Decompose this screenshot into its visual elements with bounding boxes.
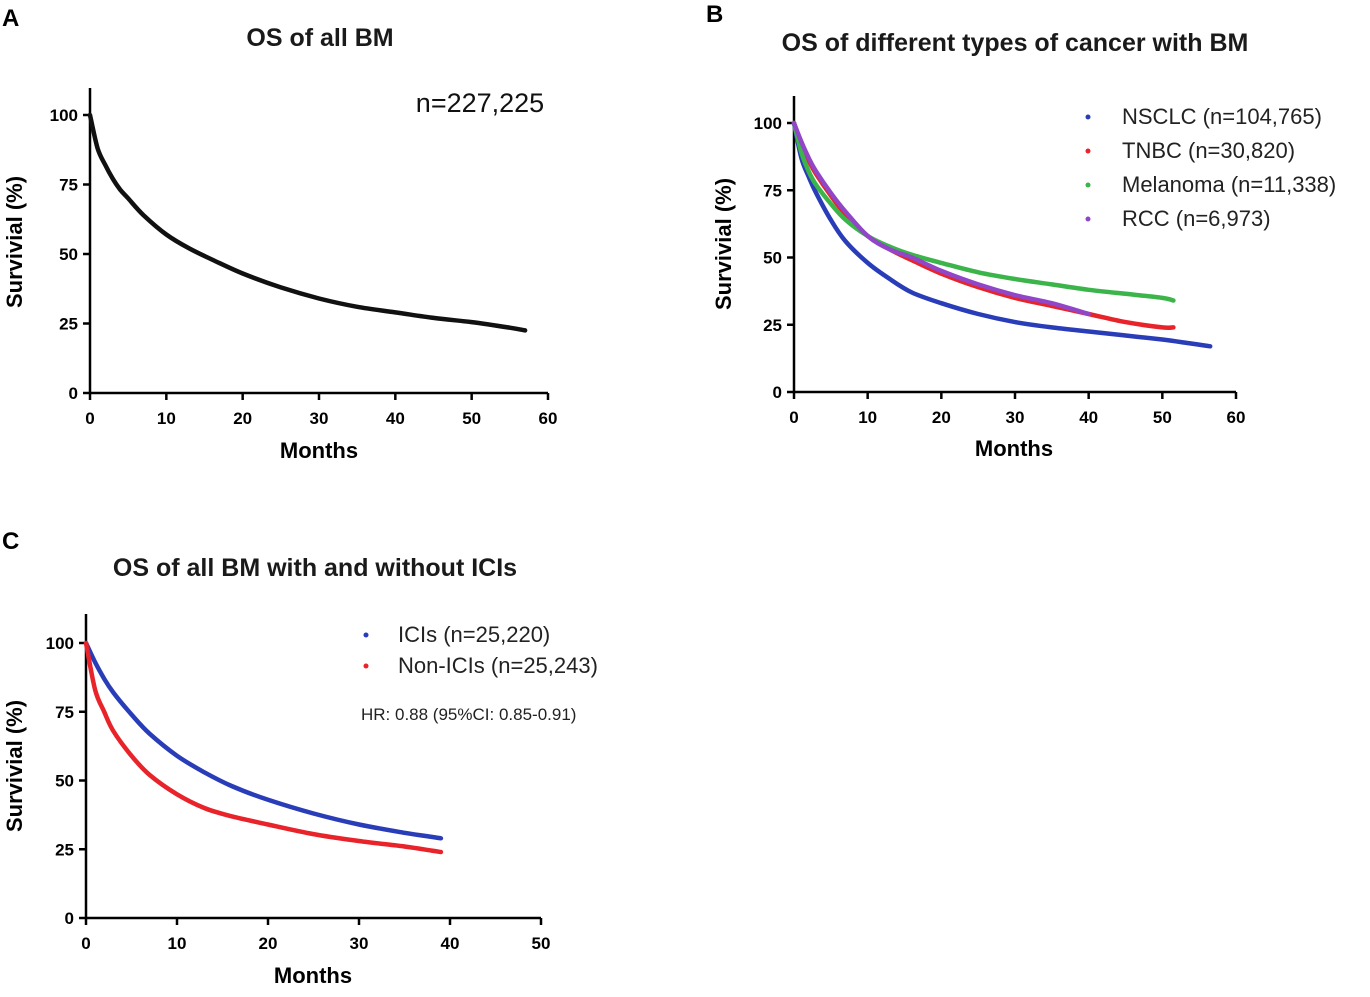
panel-c-title: OS of all BM with and without ICIs: [113, 554, 517, 582]
panel-c-x-tick-label: 30: [350, 934, 369, 953]
legend-marker-nsclc: [1085, 114, 1091, 120]
panel-c-y-label: Survivial (%): [2, 700, 27, 832]
panel-b-y-label: Survivial (%): [711, 178, 736, 310]
panel-b-y-tick-label: 100: [754, 114, 782, 133]
panel-c-y-tick-label: 50: [55, 772, 74, 791]
panel-c-y-tick-label: 0: [65, 909, 74, 928]
legend-marker-tnbc: [1085, 148, 1091, 154]
panel-b-y-tick-label: 25: [763, 316, 782, 335]
legend-marker-melanoma: [1085, 182, 1091, 188]
panel-a-y-tick-label: 100: [50, 106, 78, 125]
hazard-ratio-label: HR: 0.88 (95%CI: 0.85-0.91): [361, 705, 576, 724]
panel-c-y-tick-label: 75: [55, 703, 74, 722]
legend-label-rcc: RCC (n=6,973): [1122, 206, 1271, 231]
panel-c-x-tick-label: 40: [441, 934, 460, 953]
panel-b-x-tick-label: 0: [789, 408, 798, 427]
panel-c-x-label: Months: [274, 963, 352, 988]
panel-b-curve-nsclc: [791, 120, 1213, 349]
panel-c-x-tick-label: 50: [532, 934, 551, 953]
panel-a-y-tick-label: 0: [69, 384, 78, 403]
panel-a-x-tick-label: 20: [233, 409, 252, 428]
panel-a-y-label: Survivial (%): [2, 176, 27, 308]
panel-b-title: OS of different types of cancer with BM: [782, 29, 1249, 57]
panel-b-y-tick-label: 50: [763, 249, 782, 268]
legend-label-non-icis: Non-ICIs (n=25,243): [398, 653, 598, 678]
panel-b-legend: NSCLC (n=104,765) TNBC (n=30,820) Melano…: [1085, 104, 1336, 231]
panel-b-x-ticks: 0 10 20 30 40 50 60: [789, 392, 1245, 427]
panel-b: B OS of different types of cancer with B…: [706, 1, 1336, 461]
panel-a-x-tick-label: 50: [462, 409, 481, 428]
legend-marker-icis: [363, 632, 369, 638]
panel-b-x-label: Months: [975, 436, 1053, 461]
panel-b-y-ticks: 0 25 50 75 100: [754, 114, 794, 402]
panel-b-series: [791, 120, 1213, 349]
panel-letter-a: A: [2, 5, 19, 32]
legend-label-nsclc: NSCLC (n=104,765): [1122, 104, 1322, 129]
panel-b-x-tick-label: 30: [1006, 408, 1025, 427]
panel-b-y-tick-label: 75: [763, 181, 782, 200]
panel-c-x-tick-label: 20: [259, 934, 278, 953]
panel-c-curve-non-icis: [83, 640, 444, 855]
panel-a: A OS of all BM n=227,225 0 10 20 30 40 50 60 0…: [2, 5, 557, 463]
panel-letter-c: C: [2, 528, 19, 555]
panel-a-x-tick-label: 30: [310, 409, 329, 428]
panel-c-y-tick-label: 100: [46, 634, 74, 653]
panel-a-n-label: n=227,225: [416, 88, 544, 118]
panel-c-x-ticks: 0 10 20 30 40 50: [81, 918, 550, 953]
panel-a-curve-all-bm: [87, 112, 528, 333]
panel-a-y-tick-label: 75: [59, 176, 78, 195]
panel-a-x-ticks: 0 10 20 30 40 50 60: [85, 393, 557, 428]
panel-b-x-tick-label: 40: [1079, 408, 1098, 427]
panel-c-x-tick-label: 10: [168, 934, 187, 953]
panel-a-x-tick-label: 60: [539, 409, 558, 428]
panel-c-series: [83, 640, 444, 855]
panel-a-x-label: Months: [280, 438, 358, 463]
panel-b-curve-rcc: [791, 120, 1091, 317]
panel-a-y-tick-label: 50: [59, 245, 78, 264]
panel-a-series: [87, 112, 528, 333]
panel-a-x-tick-label: 40: [386, 409, 405, 428]
panel-c: C OS of all BM with and without ICIs 0 10…: [2, 528, 598, 988]
panel-a-x-tick-label: 10: [157, 409, 176, 428]
panel-a-title: OS of all BM: [246, 24, 393, 52]
panel-b-curve-melanoma: [791, 120, 1176, 303]
panel-c-curve-icis: [83, 640, 444, 841]
panel-a-x-tick-label: 0: [85, 409, 94, 428]
panel-a-y-tick-label: 25: [59, 315, 78, 334]
panel-b-x-tick-label: 10: [858, 408, 877, 427]
panel-b-x-tick-label: 60: [1227, 408, 1246, 427]
legend-label-icis: ICIs (n=25,220): [398, 622, 550, 647]
legend-marker-rcc: [1085, 216, 1091, 222]
legend-label-tnbc: TNBC (n=30,820): [1122, 138, 1295, 163]
panel-b-x-tick-label: 20: [932, 408, 951, 427]
panel-a-y-ticks: 0 25 50 75 100: [50, 106, 90, 403]
panel-c-y-tick-label: 25: [55, 840, 74, 859]
panel-c-x-tick-label: 0: [81, 934, 90, 953]
panel-b-x-tick-label: 50: [1153, 408, 1172, 427]
legend-label-melanoma: Melanoma (n=11,338): [1122, 172, 1336, 197]
panel-c-legend: ICIs (n=25,220) Non-ICIs (n=25,243) HR: …: [361, 622, 598, 724]
panel-b-y-tick-label: 0: [773, 383, 782, 402]
panel-c-y-ticks: 0 25 50 75 100: [46, 634, 86, 928]
legend-marker-non-icis: [363, 663, 369, 669]
panel-letter-b: B: [706, 1, 723, 28]
